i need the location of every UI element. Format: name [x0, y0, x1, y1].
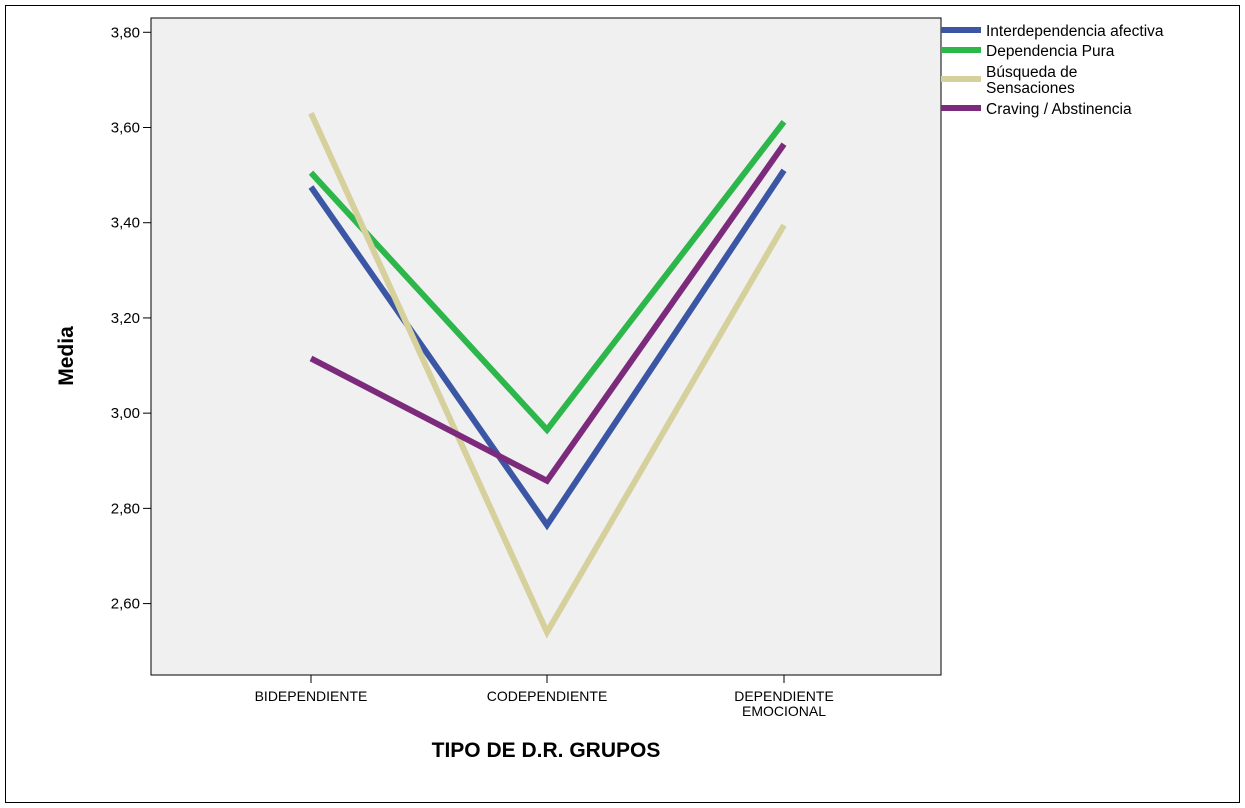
x-tick-label-line: DEPENDIENTE: [734, 688, 834, 704]
legend-label-line: Sensaciones: [986, 80, 1075, 97]
legend-label-3: Búsqueda de Sensaciones: [986, 64, 1077, 97]
x-axis: BIDEPENDIENTE CODEPENDIENTE DEPENDIENTE EMO…: [255, 675, 834, 719]
legend-label-1: Interdependencia afectiva: [986, 23, 1164, 40]
y-tick-label: 2,80: [111, 500, 140, 517]
y-tick-label: 2,60: [111, 596, 140, 613]
y-tick-label: 3,00: [111, 405, 140, 422]
legend-label-2: Dependencia Pura: [986, 43, 1115, 60]
legend-label-line: Búsqueda de: [986, 64, 1077, 81]
x-tick-label: CODEPENDIENTE: [487, 688, 608, 704]
x-axis-title: TIPO DE D.R. GRUPOS: [432, 739, 661, 762]
y-tick-label: 3,20: [111, 310, 140, 327]
x-tick-label-line: EMOCIONAL: [742, 703, 826, 719]
plot-area: [151, 18, 941, 675]
x-tick-label-line: BIDEPENDIENTE: [255, 688, 368, 704]
y-tick-label: 3,40: [111, 215, 140, 232]
y-axis-title: Media: [55, 326, 78, 386]
x-tick-label-line: CODEPENDIENTE: [487, 688, 608, 704]
legend: Interdependencia afectiva Dependencia Pur…: [941, 23, 1164, 118]
y-tick-label: 3,80: [111, 24, 140, 41]
y-axis: 2,60 2,80 3,00 3,20 3,40 3,60 3,80: [111, 24, 151, 612]
y-tick-label: 3,60: [111, 120, 140, 137]
x-tick-label: BIDEPENDIENTE: [255, 688, 368, 704]
legend-label-4: Craving / Abstinencia: [986, 101, 1132, 118]
x-tick-label: DEPENDIENTE EMOCIONAL: [734, 688, 834, 719]
